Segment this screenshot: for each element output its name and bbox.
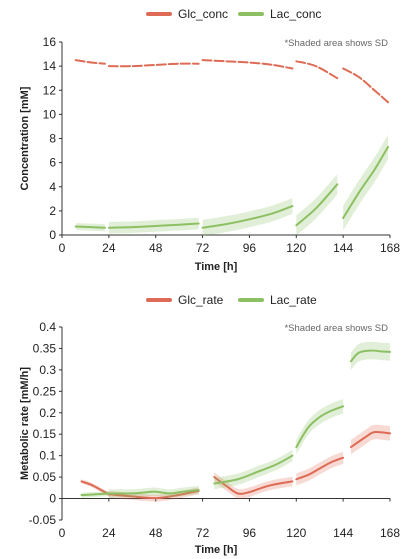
- chart2-x-tick-label: 72: [196, 526, 210, 540]
- chart1-y-axis-label: Concentration [mM]: [19, 86, 31, 190]
- chart1-y-tick-label: 10: [43, 107, 57, 121]
- chart2-sd-band-lac-rate: [350, 341, 390, 371]
- chart2-sd-band-lac-rate: [296, 399, 344, 455]
- chart2-y-tick-label: -0.05: [29, 513, 57, 527]
- chart1-sd-band-lac-conc: [202, 198, 293, 236]
- chart1-x-tick-label: 168: [380, 241, 400, 255]
- chart2-y-tick-label: 0.15: [33, 427, 57, 441]
- chart2-series-line-glc-rate: [213, 476, 294, 495]
- chart1-x-tick-label: 24: [102, 241, 116, 255]
- chart1-series-line-glc-conc: [107, 62, 200, 68]
- chart2-series-line-lac-rate: [80, 492, 110, 497]
- chart2-legend-label-glc-rate: Glc_rate: [178, 293, 224, 307]
- chart2-x-tick-label: 48: [149, 526, 163, 540]
- chart2-x-tick-label: 120: [286, 526, 306, 540]
- chart2-series-line-glc-rate: [80, 480, 110, 496]
- chart2-y-axis-label: Metabolic rate [mM/h]: [19, 367, 31, 480]
- chart2-y-tick-label: 0.3: [39, 363, 56, 377]
- chart1-y-tick-label: 8: [49, 132, 56, 146]
- chart2-y-tick-label: 0: [49, 492, 56, 506]
- chart1-x-tick-label: 72: [196, 241, 210, 255]
- chart2-series-line-lac-rate: [295, 405, 345, 449]
- chart1-series-line-lac-conc: [201, 205, 294, 229]
- chart2-x-tick-label: 144: [333, 526, 353, 540]
- chart2-x-axis-label: Time [h]: [195, 544, 238, 556]
- chart2-y-tick-label: 0.4: [39, 320, 56, 334]
- chart2-y-tick-label: 0.25: [33, 384, 57, 398]
- chart2-series-line-lac-rate: [107, 488, 200, 495]
- chart1-series-line-lac-conc: [295, 183, 339, 227]
- chart2-y-tick-label: 0.05: [33, 470, 57, 484]
- chart1-series-line-lac-conc: [107, 222, 200, 229]
- chart1-y-tick-label: 0: [49, 228, 56, 242]
- chart2-y-tick-label: 0.1: [39, 449, 56, 463]
- chart1-series-line-lac-conc: [74, 225, 106, 229]
- chart2-sd-band-glc-rate: [108, 487, 199, 502]
- chart1-series-line-glc-conc: [342, 67, 390, 104]
- chart2-x-tick-label: 168: [380, 526, 400, 540]
- chart1-x-tick-label: 120: [286, 241, 306, 255]
- chart1-series-line-lac-conc: [342, 145, 390, 220]
- chart1-y-tick-label: 12: [43, 83, 57, 97]
- chart2-series-line-lac-rate: [349, 349, 391, 363]
- chart1-x-tick-label: 0: [59, 241, 66, 255]
- chart1-sd-band-lac-conc: [296, 174, 338, 236]
- chart1-y-tick-label: 14: [43, 59, 57, 73]
- chart2-x-tick-label: 96: [243, 526, 257, 540]
- chart2-y-tick-label: 0.35: [33, 341, 57, 355]
- chart1-series-line-glc-conc: [201, 59, 294, 70]
- chart2-x-tick-label: 24: [102, 526, 116, 540]
- chart1-y-tick-label: 6: [49, 156, 56, 170]
- chart2-series-line-glc-rate: [295, 456, 345, 481]
- chart1-x-axis-label: Time [h]: [195, 261, 238, 273]
- chart1-x-tick-label: 48: [149, 241, 163, 255]
- chart1-legend-label-glc-conc: Glc_conc: [178, 7, 228, 21]
- chart1-x-tick-label: 144: [333, 241, 353, 255]
- chart2-legend-label-lac-rate: Lac_rate: [270, 293, 317, 307]
- chart2-series-line-lac-rate: [213, 454, 294, 485]
- chart2-y-tick-label: 0.2: [39, 406, 56, 420]
- chart1-y-tick-label: 16: [43, 35, 57, 49]
- chart2-x-tick-label: 0: [59, 526, 66, 540]
- chart2-series-line-glc-rate: [107, 489, 200, 500]
- chart1-sd-note: *Shaded area shows SD: [284, 38, 388, 49]
- chart2-sd-band-glc-rate: [350, 424, 390, 455]
- chart2-series-line-glc-rate: [349, 430, 391, 449]
- chart1-legend-label-lac-conc: Lac_conc: [270, 7, 321, 21]
- chart1-y-tick-label: 4: [49, 180, 56, 194]
- chart1-series-line-glc-conc: [74, 59, 106, 65]
- chart1-y-tick-label: 2: [49, 204, 56, 218]
- chart1-series-line-glc-conc: [295, 60, 339, 80]
- chart2-sd-note: *Shaded area shows SD: [284, 323, 388, 334]
- chart1-x-tick-label: 96: [243, 241, 257, 255]
